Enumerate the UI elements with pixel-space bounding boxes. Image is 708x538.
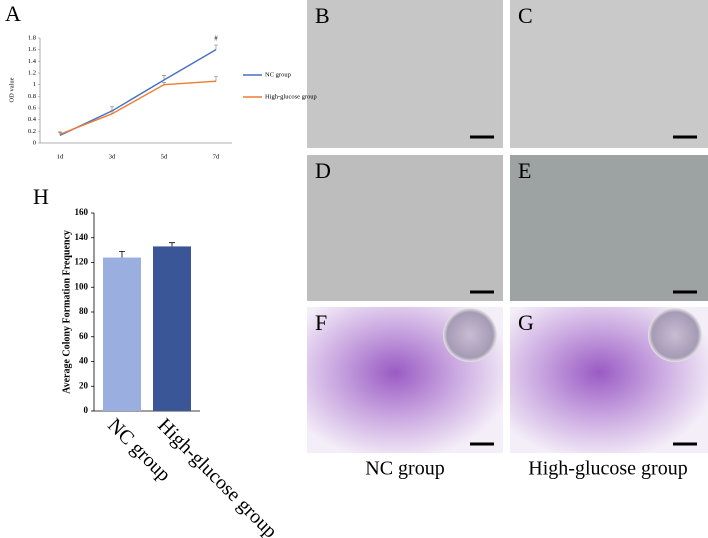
panel-label: A [5,1,21,26]
x-tick-label: 3d [109,153,116,160]
y-tick-label: 60 [79,331,89,341]
annotation: # [214,35,218,43]
micrograph [307,0,503,148]
error-bar [58,131,62,135]
y-tick-label: 1.2 [28,69,36,76]
x-tick-label: 7d [213,153,220,160]
legend-label: NC group [265,71,291,78]
error-bar [110,106,114,111]
panel-label: D [315,158,331,183]
y-tick-label: 80 [79,306,89,316]
error-bar [110,110,114,114]
panel-label: B [315,3,330,28]
dish-inset [443,308,497,362]
x-tick-label: 1d [57,153,64,160]
caption: NC group [365,458,444,480]
y-tick-label: 40 [79,356,89,366]
line [59,80,217,135]
panel-label: H [33,184,49,209]
panel-label: C [518,3,533,28]
y-tick-label: 1.8 [28,34,36,41]
micrograph [307,155,503,301]
panel-label: E [518,158,531,183]
error-bar [214,44,218,50]
y-axis-label: Average Colony Formation Frequency [61,230,72,394]
y-tick-label: 0.6 [28,104,37,111]
y-axis-label: OD value [8,77,15,102]
panel-label: F [315,310,327,335]
error-bar [169,242,175,247]
y-tick-label: 140 [75,232,89,242]
y-tick-label: 0.8 [28,93,36,100]
error-bar [162,82,166,85]
x-tick-label: High-glucose group [153,414,281,538]
bar [103,257,141,411]
bar [153,246,191,411]
y-tick-label: 0.4 [28,116,37,123]
error-bar [119,250,125,258]
y-tick-label: 1.6 [28,46,37,53]
line [59,49,217,137]
y-tick-label: 120 [75,257,89,267]
caption: High-glucose group [528,458,687,480]
y-tick-label: 0.2 [28,128,36,135]
micrograph [510,155,708,301]
micrograph [510,0,708,148]
panel-label: G [518,310,534,335]
y-tick-label: 20 [79,380,89,390]
y-tick-label: 1 [33,81,36,88]
dish-inset [648,308,702,362]
y-tick-label: 1.4 [28,58,37,65]
y-tick-label: 160 [75,207,89,217]
y-tick-label: 100 [75,281,89,291]
y-tick-label: 0 [33,139,36,146]
micrographs [307,0,708,453]
scale-bars [470,135,697,446]
error-bar [162,75,166,80]
x-tick-label: 5d [161,153,168,160]
error-bar [214,76,218,82]
y-tick-label: 0 [84,405,89,415]
legend-label: High-glucose group [265,93,317,100]
